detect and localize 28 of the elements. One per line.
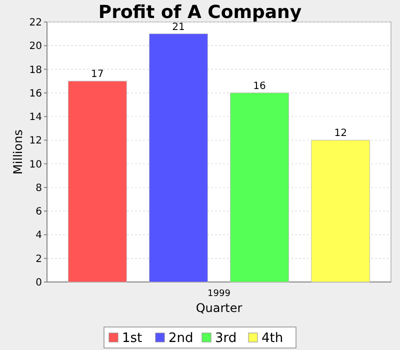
y-tick-label: 22	[29, 18, 42, 28]
y-tick-label: 8	[36, 182, 42, 194]
y-tick-label: 6	[36, 206, 42, 218]
bar	[311, 140, 370, 282]
y-tick-label: 16	[29, 88, 42, 100]
bar	[149, 34, 208, 282]
y-tick-label: 20	[29, 41, 42, 52]
y-tick-label: 0	[36, 278, 42, 288]
y-tick-label: 18	[29, 64, 42, 76]
legend-label: 1st	[122, 331, 142, 346]
y-tick-label: 10	[29, 159, 42, 170]
data-label: 21	[172, 22, 185, 33]
data-label: 12	[334, 128, 347, 140]
y-tick-label: 14	[29, 112, 42, 124]
legend-label: 4th	[262, 331, 284, 346]
bar	[68, 80, 127, 282]
data-label: 17	[91, 69, 104, 80]
legend-label: 2nd	[168, 331, 194, 346]
y-tick-label: 2	[36, 254, 42, 265]
x-axis-title: Quarter	[196, 301, 242, 315]
chart-title: Profit of A Company	[98, 2, 302, 23]
y-axis-title: Millions	[11, 130, 25, 174]
x-tick-label: 1999	[208, 289, 231, 299]
data-label: 16	[253, 80, 266, 92]
bar	[230, 92, 289, 282]
y-tick-label: 12	[29, 136, 42, 147]
legend-label: 3rd	[215, 331, 237, 346]
y-tick-label: 4	[36, 230, 42, 242]
